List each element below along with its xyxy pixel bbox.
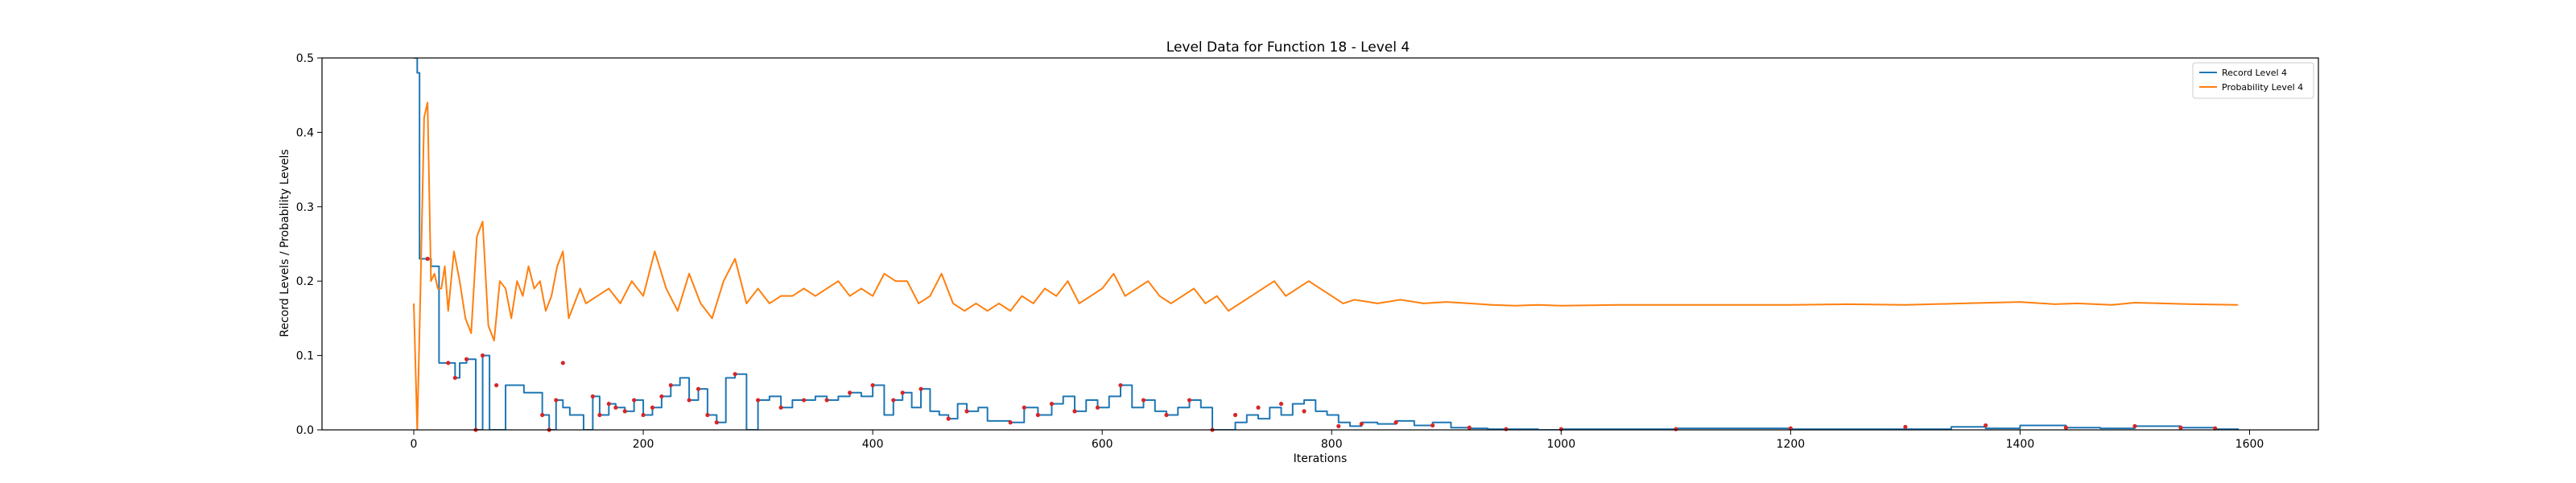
record-point: [1141, 398, 1146, 402]
legend-label: Record Level 4: [2222, 68, 2287, 78]
record-point: [622, 409, 627, 414]
record-point: [659, 394, 664, 399]
record-point: [613, 405, 618, 410]
y-tick-label: 0.5: [296, 52, 314, 65]
record-point: [590, 394, 595, 399]
record-point: [1393, 420, 1398, 425]
record-point: [641, 412, 646, 418]
y-tick-label: 0.3: [296, 201, 314, 214]
record-point: [2178, 425, 2183, 430]
record-point: [1336, 423, 1341, 428]
record-point: [1467, 425, 1472, 430]
record-point: [1430, 423, 1435, 428]
record-point: [1903, 424, 1908, 429]
record-point: [687, 398, 691, 402]
series-line-record-level: [414, 58, 2240, 430]
record-point: [452, 375, 457, 380]
record-point: [1049, 402, 1055, 407]
x-tick-label: 0: [411, 438, 418, 451]
record-point: [554, 398, 559, 402]
record-point: [494, 382, 499, 388]
x-axis-ticks: 0 200 400 600 800 1000 1200 1400 1600: [411, 430, 2264, 451]
record-point: [1232, 412, 1238, 418]
y-tick-label: 0.2: [296, 275, 314, 288]
x-tick-label: 400: [862, 438, 884, 451]
y-tick-label: 0.4: [296, 126, 314, 139]
x-tick-label: 800: [1321, 438, 1343, 451]
record-point: [1504, 427, 1509, 431]
record-point: [560, 361, 565, 365]
record-point: [446, 361, 451, 365]
y-axis-label: Record Levels / Probability Levels: [279, 149, 291, 336]
record-point: [632, 398, 637, 402]
record-point: [946, 416, 951, 421]
record-point: [824, 398, 829, 402]
x-tick-label: 1000: [1546, 438, 1575, 451]
record-point: [2132, 423, 2137, 428]
record-point: [1187, 398, 1192, 402]
series-layer: [413, 58, 2240, 430]
legend: Record Level 4 Probability Level 4: [2192, 62, 2314, 99]
x-axis-label: Iterations: [1294, 452, 1348, 465]
record-point: [919, 386, 923, 391]
record-point: [2063, 425, 2069, 430]
record-point: [1278, 402, 1284, 407]
record-point: [606, 402, 611, 407]
record-point: [870, 382, 875, 388]
y-tick-label: 0.0: [296, 424, 314, 437]
record-point: [696, 386, 701, 391]
record-point: [756, 398, 761, 402]
record-point: [705, 412, 710, 418]
record-point: [1022, 405, 1026, 410]
record-point: [891, 398, 896, 402]
record-point: [1035, 412, 1040, 418]
x-tick-label: 1200: [1777, 438, 1806, 451]
record-point: [802, 398, 807, 402]
record-point: [425, 256, 430, 262]
chart-title: Level Data for Function 18 - Level 4: [1166, 39, 1410, 56]
legend-box: [2192, 62, 2314, 99]
record-point: [1095, 405, 1100, 410]
record-point: [650, 405, 655, 410]
x-tick-label: 200: [633, 438, 654, 451]
x-tick-label: 1400: [2006, 438, 2035, 451]
record-point: [1072, 409, 1077, 414]
record-point: [1674, 427, 1678, 431]
record-point: [778, 405, 783, 410]
record-point: [964, 409, 969, 414]
record-point: [597, 412, 602, 418]
x-tick-label: 1600: [2235, 438, 2264, 451]
record-point: [540, 412, 545, 418]
series-line-probability-level: [413, 101, 2239, 430]
record-point: [733, 372, 737, 377]
record-point: [1256, 405, 1261, 410]
legend-label: Probability Level 4: [2222, 82, 2303, 93]
record-point: [668, 382, 673, 388]
y-axis-ticks: 0.0 0.1 0.2 0.3 0.4 0.5: [296, 52, 322, 437]
x-tick-label: 600: [1092, 438, 1113, 451]
record-point: [1984, 423, 1988, 428]
record-point: [900, 390, 905, 395]
record-point: [714, 420, 719, 425]
record-point: [1164, 412, 1169, 418]
record-point: [848, 390, 852, 395]
record-point: [1008, 420, 1013, 425]
record-point: [1359, 422, 1364, 427]
record-point: [480, 353, 485, 358]
y-tick-label: 0.1: [296, 350, 314, 363]
record-point: [1118, 382, 1123, 388]
record-point: [464, 357, 469, 361]
axes-frame: [321, 57, 2319, 431]
record-point: [1302, 409, 1307, 414]
